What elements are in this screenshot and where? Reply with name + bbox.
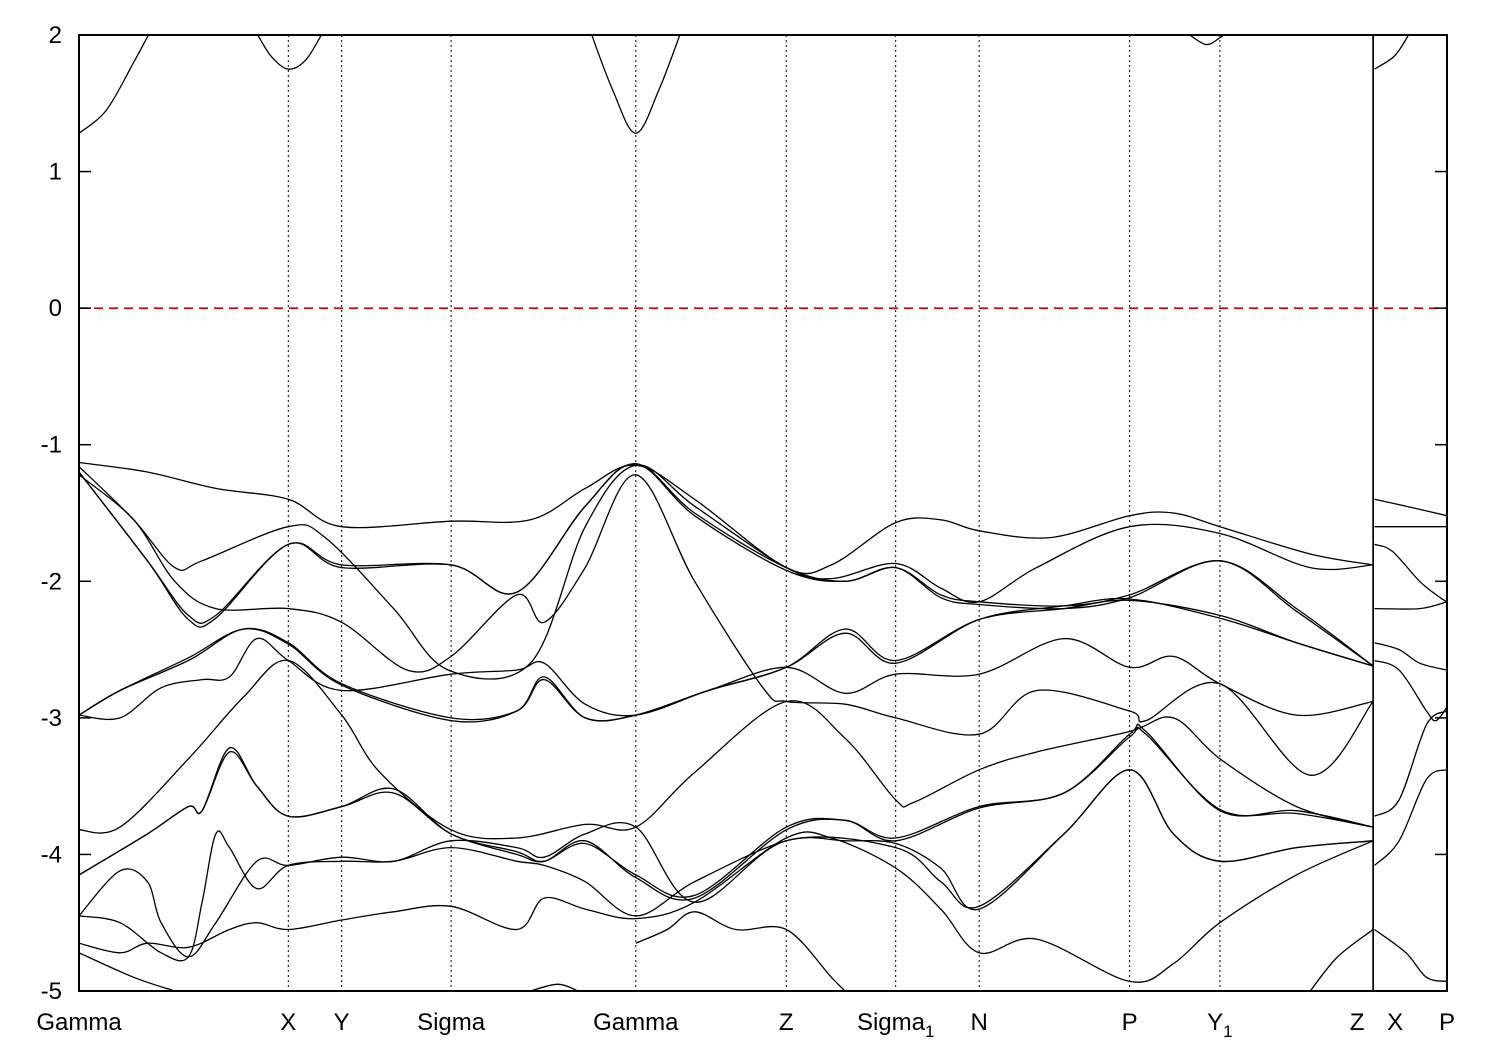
band-line [79, 659, 1374, 840]
band-line [79, 723, 1374, 898]
y-tick-label: -1 [41, 432, 62, 459]
band-line [79, 461, 1374, 575]
x-axis-ticks: Gamma X Y Sigma Gamma Z Sigma1 N P Y1 Z X P [36, 1009, 1455, 1041]
x-tick-label: P [1439, 1009, 1455, 1036]
band-line [1374, 543, 1447, 603]
band-line [1374, 659, 1447, 722]
x-tick-label-text: Z [1350, 1009, 1365, 1036]
band-line [1374, 642, 1447, 671]
x-tick-label: X [280, 1009, 296, 1036]
band-line [79, 637, 1374, 721]
band-line [635, 911, 846, 991]
x-tick-label: Y [334, 1009, 350, 1036]
x-tick-label-text: Sigma [857, 1009, 926, 1036]
band-line [79, 597, 1374, 723]
y-tick-label: -4 [41, 841, 62, 868]
y-tick-label: -3 [41, 705, 62, 732]
band-line [1374, 928, 1447, 983]
band-line [1374, 35, 1410, 70]
band-line [79, 831, 1374, 983]
band-line [1309, 928, 1374, 991]
y-tick-label: -2 [41, 568, 62, 595]
band-line [79, 769, 1374, 962]
x-tick-label: N [970, 1009, 987, 1036]
x-tick-label: P [1122, 1009, 1138, 1036]
x-tick-label: Z [1350, 1009, 1365, 1036]
x-tick-label: Z [779, 1009, 794, 1036]
x-tick-label: Sigma [417, 1009, 486, 1036]
plot-frame [78, 34, 1448, 992]
x-tick-label-text: X [1387, 1009, 1403, 1036]
band-line [79, 726, 1374, 901]
x-tick-label-text: Y [1207, 1009, 1223, 1036]
x-tick-label-text: Z [779, 1009, 794, 1036]
band-line [1374, 601, 1447, 610]
x-tick-label-subscript: 1 [1223, 1022, 1232, 1041]
x-tick-label: X [1387, 1009, 1403, 1036]
band-line [79, 474, 1374, 776]
x-tick-label: Sigma1 [857, 1009, 935, 1041]
band-line [1374, 710, 1447, 817]
band-line [79, 464, 1374, 680]
y-tick-label: 1 [49, 159, 62, 186]
band-line [79, 599, 1374, 722]
x-tick-label-text: P [1439, 1009, 1455, 1036]
x-tick-label-text: X [280, 1009, 296, 1036]
band-line [79, 952, 176, 991]
x-tick-label-text: Y [334, 1009, 350, 1036]
band-lines [79, 35, 1447, 991]
x-tick-label-text: Sigma [417, 1009, 486, 1036]
x-tick-label-text: N [970, 1009, 987, 1036]
x-tick-label: Gamma [593, 1009, 679, 1036]
y-tick-label: 2 [49, 22, 62, 49]
band-line [591, 35, 681, 134]
y-tick-label: -5 [41, 978, 62, 1005]
k-point-lines [287, 35, 1374, 991]
band-line [1374, 498, 1447, 517]
band-line [1374, 769, 1447, 866]
x-tick-label: Y1 [1207, 1009, 1232, 1041]
band-line [79, 35, 150, 134]
x-tick-label-text: P [1122, 1009, 1138, 1036]
band-line [530, 983, 579, 991]
x-tick-label: Gamma [36, 1009, 122, 1036]
x-tick-label-text: Gamma [593, 1009, 679, 1036]
band-line [257, 35, 323, 70]
y-tick-label: 0 [49, 295, 62, 322]
x-tick-label-subscript: 1 [925, 1022, 934, 1041]
x-tick-label-text: Gamma [36, 1009, 122, 1036]
y-axis-ticks: -5 -4 -3 -2 -1 0 1 2 [41, 22, 1447, 1005]
band-line [79, 769, 1374, 958]
band-line [1189, 35, 1225, 46]
band-line [79, 463, 1374, 667]
